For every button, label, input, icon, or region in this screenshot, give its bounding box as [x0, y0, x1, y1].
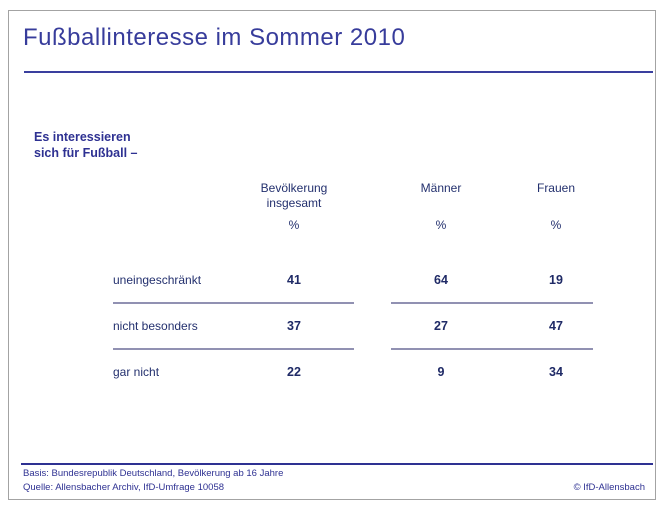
row-label-nicht-besonders: nicht besonders: [113, 319, 198, 333]
footer-copyright-text: © IfD-Allensbach: [573, 482, 645, 493]
value-gar-nicht-bevoelkerung: 22: [287, 365, 301, 379]
column-header-frauen: Frauen: [536, 181, 576, 195]
table-intro-line2: sich für Fußball –: [34, 145, 138, 160]
footer-basis-text: Basis: Bundesrepublik Deutschland, Bevöl…: [23, 468, 284, 479]
column-header-bevoelkerung-line1: Bevölkerung: [260, 181, 328, 195]
value-nicht-besonders-maenner: 27: [434, 319, 448, 333]
table-intro-line1: Es interessieren: [34, 130, 131, 144]
row-separator-2-right: [391, 348, 593, 350]
value-nicht-besonders-bevoelkerung: 37: [287, 319, 301, 333]
value-uneingeschraenkt-maenner: 64: [434, 273, 448, 287]
row-label-uneingeschraenkt: uneingeschränkt: [113, 273, 202, 287]
slide-frame: Fußballinteresse im Sommer 2010 Es inter…: [8, 10, 656, 500]
row-separator-1-left: [113, 302, 354, 304]
column-header-maenner: Männer: [420, 181, 462, 195]
value-nicht-besonders-frauen: 47: [549, 319, 563, 333]
page-title: Fußballinteresse im Sommer 2010: [23, 24, 406, 51]
value-uneingeschraenkt-bevoelkerung: 41: [287, 273, 301, 287]
value-gar-nicht-frauen: 34: [549, 365, 563, 379]
column-header-bevoelkerung: Bevölkerung insgesamt: [261, 181, 328, 210]
footer-divider: [21, 463, 653, 465]
column-header-bevoelkerung-line2: insgesamt: [266, 195, 322, 210]
row-separator-1-right: [391, 302, 593, 304]
footer-source-text: Quelle: Allensbacher Archiv, IfD-Umfrage…: [23, 482, 225, 493]
row-label-gar-nicht: gar nicht: [113, 365, 160, 379]
title-divider: [24, 71, 653, 73]
unit-percent-col1: %: [288, 218, 300, 232]
table-intro: Es interessieren sich für Fußball –: [34, 130, 138, 161]
unit-percent-col2: %: [435, 218, 447, 232]
unit-percent-col3: %: [550, 218, 562, 232]
value-gar-nicht-maenner: 9: [437, 365, 445, 379]
value-uneingeschraenkt-frauen: 19: [549, 273, 563, 287]
row-separator-2-left: [113, 348, 354, 350]
